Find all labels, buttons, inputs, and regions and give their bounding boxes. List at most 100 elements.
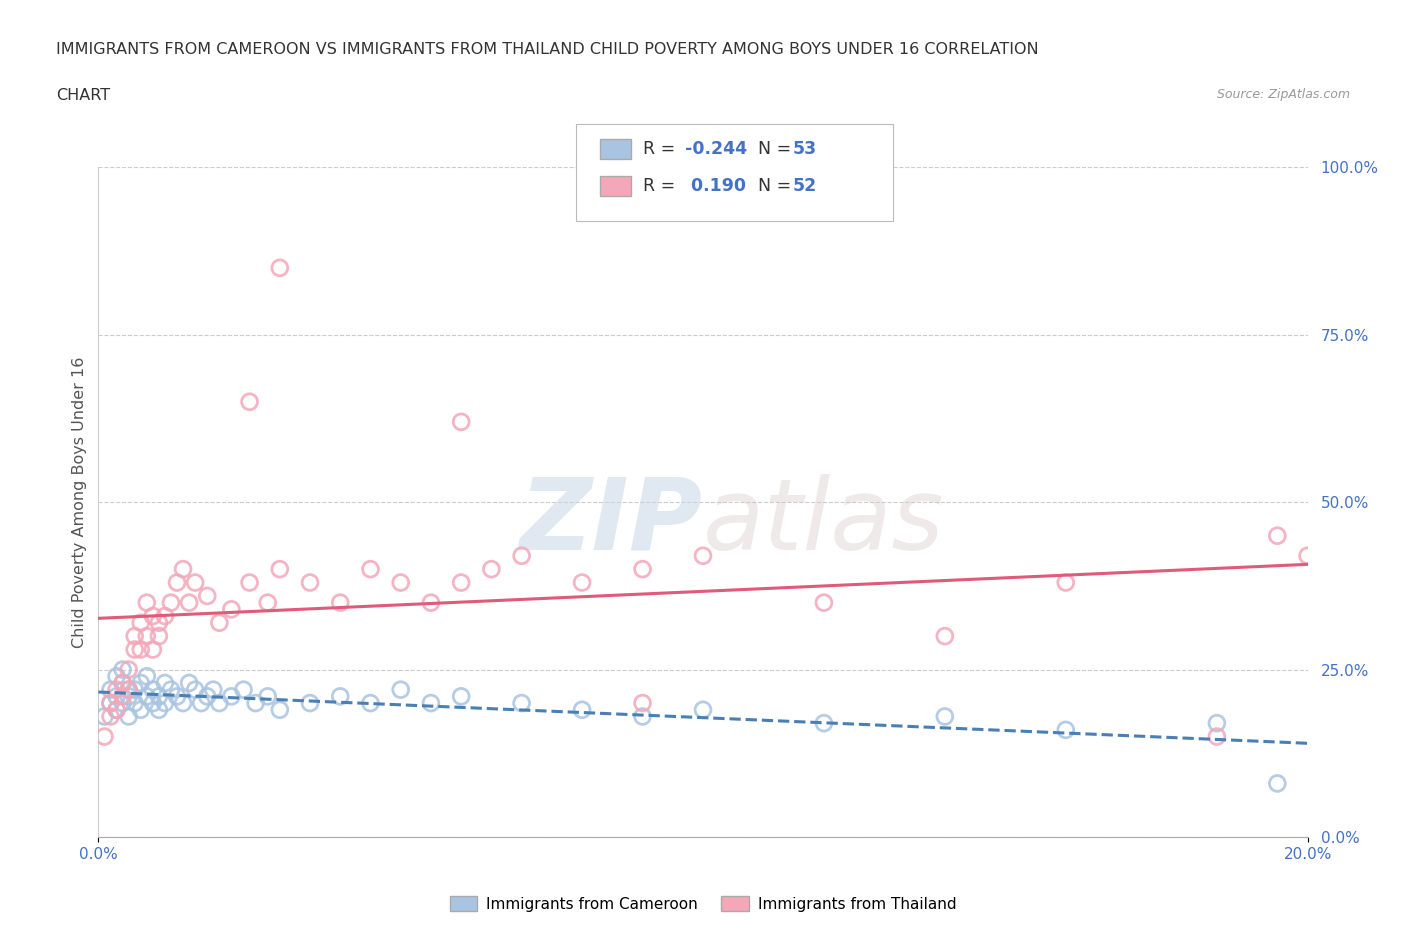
Point (129, 642, 152, 657)
Point (420, 595, 443, 610)
Point (631, 562, 654, 577)
Point (93, 709, 115, 724)
Point (239, 394, 262, 409)
Point (184, 575, 207, 590)
Point (135, 629, 157, 644)
Point (631, 696, 654, 711)
Point (142, 642, 165, 657)
Point (1296, 549, 1319, 564)
Point (148, 629, 170, 644)
Text: 0.190: 0.190 (685, 177, 745, 195)
Point (124, 696, 146, 711)
Point (692, 702, 714, 717)
Point (256, 689, 278, 704)
Text: N =: N = (758, 177, 797, 195)
Text: R =: R = (643, 177, 681, 195)
Point (148, 702, 170, 717)
Point (232, 683, 254, 698)
Point (481, 562, 503, 577)
Point (105, 702, 128, 717)
Point (221, 602, 243, 617)
Point (124, 683, 146, 698)
Text: 53: 53 (793, 140, 817, 158)
Point (153, 675, 176, 690)
Point (450, 575, 472, 590)
Point (1206, 716, 1229, 731)
Point (142, 683, 165, 698)
Point (93, 729, 115, 744)
Point (124, 642, 146, 657)
Point (111, 662, 134, 677)
Point (360, 562, 382, 577)
Point (129, 675, 152, 690)
Point (135, 689, 157, 704)
Point (124, 629, 146, 644)
Point (329, 595, 352, 610)
Point (111, 696, 134, 711)
Point (172, 562, 194, 577)
Point (389, 575, 412, 590)
Point (129, 702, 152, 717)
Point (118, 662, 141, 677)
Point (1206, 729, 1229, 744)
Point (179, 675, 201, 690)
Point (360, 696, 382, 711)
Point (692, 549, 714, 564)
Text: 52: 52 (793, 177, 817, 195)
Point (571, 702, 593, 717)
Point (135, 595, 157, 610)
Point (111, 675, 134, 690)
Point (934, 709, 956, 724)
Point (934, 629, 956, 644)
Point (299, 575, 322, 590)
Point (571, 575, 593, 590)
Point (100, 683, 122, 698)
Point (179, 595, 201, 610)
Point (239, 575, 262, 590)
Point (631, 709, 654, 724)
Point (202, 683, 225, 698)
Point (100, 696, 122, 711)
Point (1267, 528, 1289, 543)
Point (166, 575, 188, 590)
Point (153, 696, 176, 711)
Text: atlas: atlas (703, 473, 945, 571)
Point (160, 595, 183, 610)
Point (329, 689, 352, 704)
Text: IMMIGRANTS FROM CAMEROON VS IMMIGRANTS FROM THAILAND CHILD POVERTY AMONG BOYS UN: IMMIGRANTS FROM CAMEROON VS IMMIGRANTS F… (56, 42, 1039, 57)
Point (269, 562, 291, 577)
Point (195, 589, 218, 604)
Y-axis label: Child Poverty Among Boys Under 16: Child Poverty Among Boys Under 16 (72, 356, 87, 648)
Point (195, 689, 218, 704)
Point (510, 549, 533, 564)
Text: R =: R = (643, 140, 681, 158)
Text: ZIP: ZIP (520, 473, 703, 571)
Point (142, 608, 165, 623)
Point (299, 696, 322, 711)
Text: N =: N = (758, 140, 797, 158)
Point (118, 689, 141, 704)
Point (1267, 776, 1289, 790)
Text: -0.244: -0.244 (685, 140, 747, 158)
Point (813, 595, 835, 610)
Point (100, 709, 122, 724)
Point (208, 696, 231, 711)
Point (105, 702, 128, 717)
Legend: Immigrants from Cameroon, Immigrants from Thailand: Immigrants from Cameroon, Immigrants fro… (443, 889, 963, 918)
Point (389, 683, 412, 698)
Point (208, 616, 231, 631)
Point (135, 669, 157, 684)
Point (118, 709, 141, 724)
Point (118, 683, 141, 698)
Point (269, 260, 291, 275)
Point (190, 696, 212, 711)
Point (105, 669, 128, 684)
Point (450, 689, 472, 704)
Text: Source: ZipAtlas.com: Source: ZipAtlas.com (1216, 88, 1350, 101)
Point (1054, 575, 1077, 590)
Point (111, 675, 134, 690)
Point (172, 696, 194, 711)
Point (129, 616, 152, 631)
Point (111, 689, 134, 704)
Point (269, 702, 291, 717)
